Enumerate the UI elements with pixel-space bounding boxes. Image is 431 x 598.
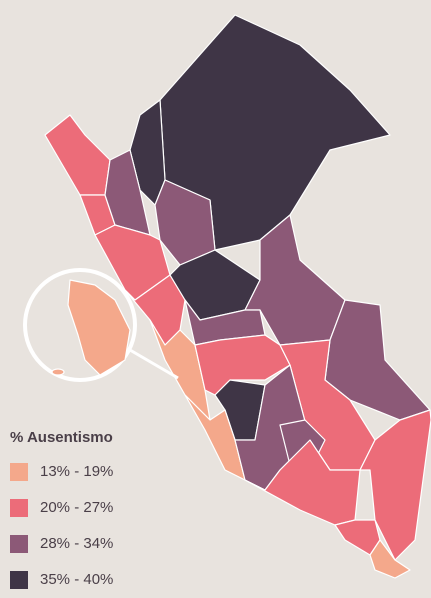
legend-label: 28% - 34% — [40, 535, 113, 552]
region — [359, 409, 431, 561]
inset-region — [67, 279, 131, 376]
region — [244, 439, 361, 526]
legend-title: % Ausentismo — [10, 429, 113, 446]
legend: 13% - 19% 20% - 27% 28% - 34% 35% - 40% — [10, 463, 113, 589]
inset-island — [51, 368, 65, 376]
inset-connector — [129, 348, 179, 380]
region — [369, 539, 411, 579]
legend-swatch — [10, 535, 28, 553]
region — [194, 334, 291, 396]
legend-label: 35% - 40% — [40, 571, 113, 588]
legend-label: 13% - 19% — [40, 463, 113, 480]
legend-swatch — [10, 571, 28, 589]
legend-swatch — [10, 463, 28, 481]
legend-label: 20% - 27% — [40, 499, 113, 516]
regions — [23, 14, 431, 579]
legend-swatch — [10, 499, 28, 517]
